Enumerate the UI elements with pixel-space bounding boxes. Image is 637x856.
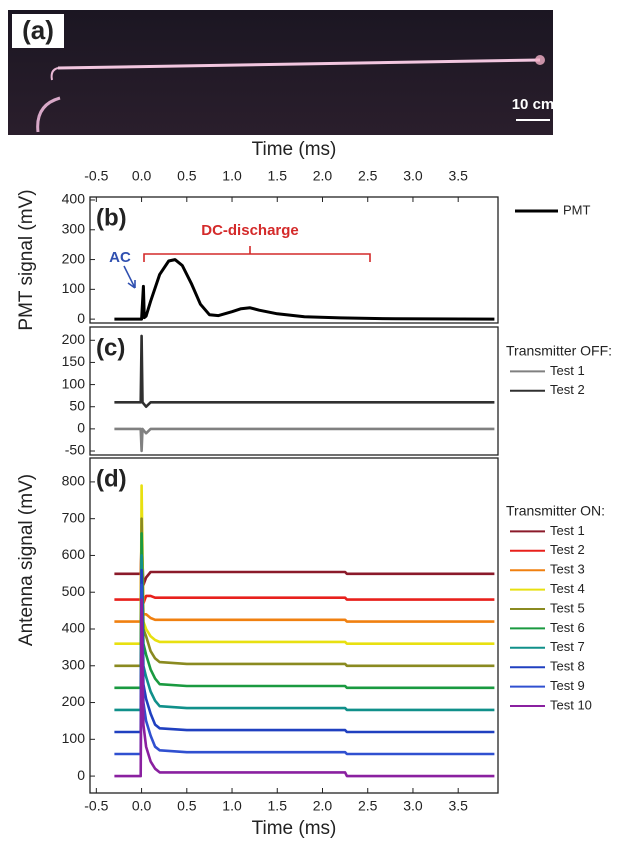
legend-title: Transmitter OFF: [506,343,612,359]
x-tick-label: -0.5 [84,798,108,814]
legend-label: PMT [563,202,591,217]
legend-label: Test 1 [550,363,585,378]
panel-label: (b) [96,204,127,231]
discharge-line [50,67,59,81]
y-axis-label: PMT signal (mV) [16,189,37,330]
y-tick-label: 200 [62,331,86,347]
plot-frame [89,457,499,794]
annotation: DC-discharge [201,222,299,239]
electrode-glow [36,96,61,133]
y-tick-label: 800 [62,473,86,489]
legend-label: Test 5 [550,600,585,615]
label-box [12,14,64,48]
x-tick-label: 2.5 [358,168,378,184]
scale-label: 10 cm [512,96,555,113]
x-tick-label: 1.0 [222,168,242,184]
x-tick-label: 3.0 [403,168,423,184]
y-tick-label: 600 [62,546,86,562]
discharge-line [57,58,541,70]
y-tick-label: 0 [77,310,85,326]
data-line [114,258,495,321]
x-tick-label: 1.5 [268,168,288,184]
legend-title: Transmitter ON: [506,503,605,519]
y-tick-label: 200 [62,693,86,709]
x-axis-label: Time (ms) [252,818,337,839]
y-tick-label: 0 [77,420,85,436]
x-tick-label: 3.5 [448,168,468,184]
annotation: AC [109,249,131,266]
x-tick-label: 2.5 [358,798,378,814]
x-tick-label: 0.0 [132,168,152,184]
x-tick-label: 0.5 [177,798,197,814]
data-line [114,427,495,453]
x-tick-label: 3.5 [448,798,468,814]
y-tick-label: 100 [62,280,86,296]
legend-label: Test 10 [550,697,592,712]
panel-label: (a) [22,15,54,45]
electrode-glow [535,55,545,65]
legend-label: Test 1 [550,523,585,538]
legend-label: Test 2 [550,542,585,557]
y-tick-label: 500 [62,583,86,599]
y-tick-label: 150 [62,353,86,369]
data-line [114,598,495,778]
y-tick-label: 400 [62,191,86,207]
panel-label: (d) [96,465,127,492]
x-tick-label: 0.0 [132,798,152,814]
panel-label: (c) [96,334,125,361]
photo [8,10,553,135]
x-tick-label: 1.5 [268,798,288,814]
legend-label: Test 3 [550,562,585,577]
legend-label: Test 2 [550,382,585,397]
data-line [114,539,495,587]
legend-label: Test 8 [550,659,585,674]
legend-label: Test 4 [550,581,585,596]
y-tick-label: 400 [62,620,86,636]
y-tick-label: 300 [62,656,86,672]
y-tick-label: 100 [62,375,86,391]
y-tick-label: 200 [62,250,86,266]
y-tick-label: 50 [69,397,85,413]
x-tick-label: 0.5 [177,168,197,184]
y-tick-label: 300 [62,220,86,236]
x-tick-label: 2.0 [313,798,333,814]
y-tick-label: -50 [65,442,85,458]
annotation-arrow [123,265,136,289]
x-tick-label: 1.0 [222,798,242,814]
data-line [114,535,495,605]
x-axis-label: Time (ms) [252,139,337,160]
legend-label: Test 9 [550,678,585,693]
y-tick-label: 0 [77,767,85,783]
y-tick-label: 100 [62,730,86,746]
legend-label: Test 6 [550,620,585,635]
annotation-bracket [143,246,371,262]
data-line [114,334,495,408]
x-tick-label: 2.0 [313,168,333,184]
y-tick-label: 700 [62,509,86,525]
x-tick-label: 3.0 [403,798,423,814]
y-axis-label: Antenna signal (mV) [16,474,37,646]
plot-frame [89,326,499,456]
legend-label: Test 7 [550,639,585,654]
x-tick-label: -0.5 [84,168,108,184]
